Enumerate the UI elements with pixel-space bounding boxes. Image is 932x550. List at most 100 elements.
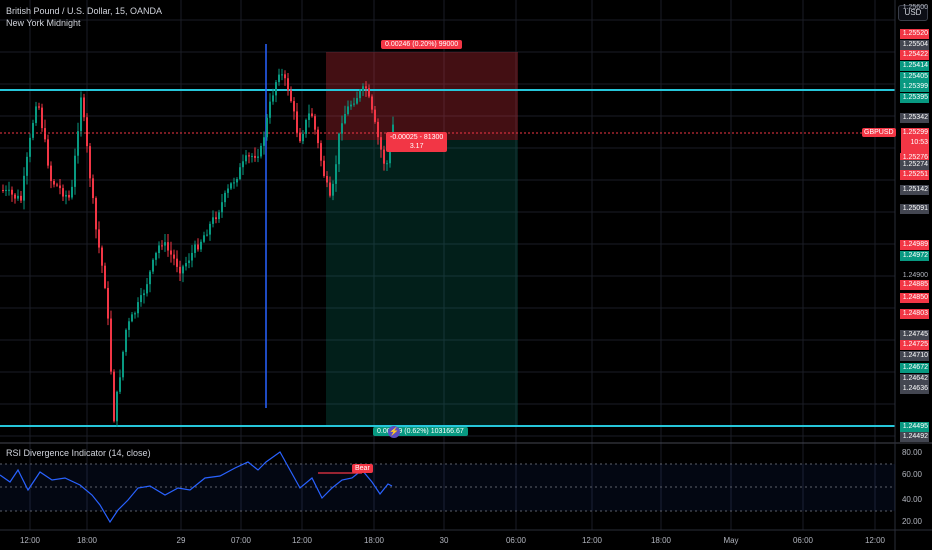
candle-body	[332, 183, 334, 196]
candle-body	[359, 90, 361, 99]
candle-body	[224, 192, 226, 203]
time-axis-label: 30	[439, 536, 449, 545]
time-axis-label: 07:00	[230, 536, 252, 545]
current-price: 1.25299	[902, 129, 928, 136]
candle-body	[308, 113, 310, 120]
price-scale-label: 1.24850	[900, 293, 929, 303]
current-pnl-line1: -0.00025 - 81300	[390, 134, 444, 141]
price-scale-label: 1.25422	[900, 50, 929, 60]
price-scale-label: 1.24672	[900, 363, 929, 373]
candle-body	[362, 86, 364, 91]
candle-body	[98, 229, 100, 248]
price-scale-label: 1.24492	[900, 432, 929, 442]
candle-body	[104, 265, 106, 288]
candle-body	[107, 287, 109, 319]
candle-body	[233, 182, 235, 184]
candle-body	[389, 141, 391, 164]
candle-body	[326, 175, 328, 183]
candle-body	[80, 97, 82, 132]
rsi-title[interactable]: RSI Divergence Indicator (14, close)	[6, 448, 151, 458]
candle-body	[344, 114, 346, 124]
candle-body	[383, 149, 385, 164]
candle-body	[302, 133, 304, 142]
price-scale-label: 1.24972	[900, 251, 929, 261]
candle-body	[44, 128, 46, 140]
candle-body	[137, 302, 139, 314]
candle-body	[257, 156, 259, 158]
candle-body	[62, 188, 64, 197]
candle-body	[263, 137, 265, 146]
candle-body	[188, 260, 190, 264]
time-axis-label: 18:00	[76, 536, 98, 545]
candle-body	[161, 245, 163, 247]
target-zone[interactable]	[326, 52, 518, 140]
candlestick-series	[2, 68, 394, 427]
candle-body	[110, 318, 112, 372]
price-scale-label: 1.25600	[902, 4, 928, 11]
bear-divergence-label: Bear	[352, 464, 373, 473]
candle-body	[8, 189, 10, 191]
price-scale-label: 1.24495	[900, 422, 929, 432]
candle-body	[311, 113, 313, 117]
time-axis-label: 12:00	[291, 536, 313, 545]
time-axis-label: 29	[176, 536, 186, 545]
candle-body	[95, 198, 97, 230]
price-scale-label: 1.25276	[900, 153, 929, 163]
candle-body	[356, 98, 358, 104]
candle-body	[5, 189, 7, 191]
candle-body	[164, 242, 166, 246]
symbol-title[interactable]: British Pound / U.S. Dollar, 15, OANDA	[6, 6, 163, 16]
price-scale-label: 1.24803	[900, 309, 929, 319]
candle-body	[209, 223, 211, 235]
candle-body	[50, 165, 52, 182]
rsi-line[interactable]	[0, 451, 393, 524]
price-scale-label: 1.24989	[900, 240, 929, 250]
rsi-level-80: 80.00	[901, 448, 922, 457]
candle-body	[59, 185, 61, 189]
price-scale-label: 1.25251	[900, 170, 929, 180]
price-scale-label: 1.25142	[900, 185, 929, 195]
lightning-icon[interactable]: ⚡	[388, 426, 400, 438]
countdown: 10:53	[910, 139, 928, 146]
chart-grid	[0, 0, 895, 530]
candle-body	[125, 329, 127, 352]
candle-body	[239, 167, 241, 180]
candle-body	[242, 161, 244, 168]
current-pnl-line2: 3.17	[409, 143, 424, 150]
candle-body	[191, 252, 193, 261]
current-pnl-label[interactable]: -0.00025 - 81300 3.17	[386, 132, 448, 152]
symbol-tag: GBPUSD	[862, 128, 896, 137]
candle-body	[35, 106, 37, 123]
candle-body	[140, 295, 142, 303]
candle-body	[29, 137, 31, 157]
candle-body	[203, 235, 205, 242]
price-scale-label: 1.25274	[900, 160, 929, 170]
candle-body	[317, 129, 319, 144]
candle-body	[278, 74, 280, 83]
session-label[interactable]: New York Midnight	[6, 18, 81, 28]
stop-zone[interactable]	[326, 140, 518, 426]
candle-body	[74, 155, 76, 187]
candle-body	[158, 245, 160, 254]
candle-body	[236, 179, 238, 183]
candle-body	[143, 293, 145, 296]
candle-body	[230, 183, 232, 189]
price-scale-label: 1.24642	[900, 374, 929, 384]
candle-body	[134, 313, 136, 315]
candle-body	[341, 123, 343, 134]
stop-label[interactable]: 0.00779 (0.62%) 103166.67	[373, 427, 468, 436]
candle-body	[284, 74, 286, 79]
candle-body	[299, 132, 301, 142]
currency-button[interactable]: USD	[898, 5, 928, 21]
candle-body	[251, 155, 253, 157]
candle-body	[11, 189, 13, 195]
candle-body	[194, 244, 196, 253]
time-axis-label: 18:00	[363, 536, 385, 545]
candle-body	[218, 212, 220, 220]
candle-body	[41, 107, 43, 129]
candle-body	[353, 103, 355, 105]
price-scale-label: 1.25414	[900, 61, 929, 71]
target-label[interactable]: 0.00246 (0.20%) 99000	[381, 40, 463, 49]
candle-body	[53, 181, 55, 185]
